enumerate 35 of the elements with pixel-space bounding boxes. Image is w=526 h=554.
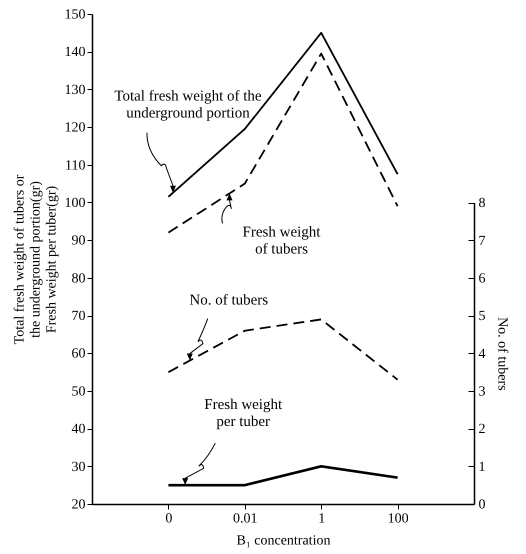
text: Fresh weight per tuber [204,397,283,430]
y2-axis-title: No. of tubers [494,317,510,391]
y-tick-label: 30 [72,460,86,475]
y2-tick-label: 3 [478,384,486,400]
text: Fresh weight of tubers [242,224,322,258]
y-tick-label: 40 [72,422,86,438]
y2-tick-label: 1 [478,460,486,475]
series-label: Total fresh weight of the underground portion [114,88,262,122]
y-tick-label: 90 [72,234,86,249]
x-tick-label: 0.01 [233,512,258,526]
y-tick-label: 110 [65,158,86,174]
x-tick-label: 1 [318,512,326,526]
y2-tick-label: 4 [478,346,486,362]
y-tick-label: 150 [64,8,86,22]
y2-tick-label: 0 [478,498,486,512]
y2-tick-label: 6 [478,271,486,286]
y-tick-label: 20 [72,498,86,512]
y-tick-label: 70 [72,309,86,324]
y-axis-title: Total fresh weight of tubers or the underground portion(gr) Fresh weight per tuber(gr) [12,174,60,344]
y2-tick-label: 8 [478,196,486,212]
y2-tick-label: 5 [478,309,486,324]
y-tick-label: 120 [64,120,86,136]
line-series [168,318,398,381]
y-tick-label: 80 [72,271,86,286]
y2-tick-label: 7 [478,234,486,249]
y2-tick-label: 2 [478,422,486,438]
y-tick-label: 100 [64,196,86,211]
y-tick-label: 60 [72,346,86,362]
x-axis-title: B₁ concentration [236,534,330,548]
series-label: No. of tubers [189,292,268,309]
y-tick-label: 130 [64,82,86,98]
y-tick-label: 140 [64,45,86,60]
x-tick-label: 0 [165,512,172,526]
x-tick-label: 100 [388,512,409,526]
y-tick-label: 50 [72,384,86,400]
